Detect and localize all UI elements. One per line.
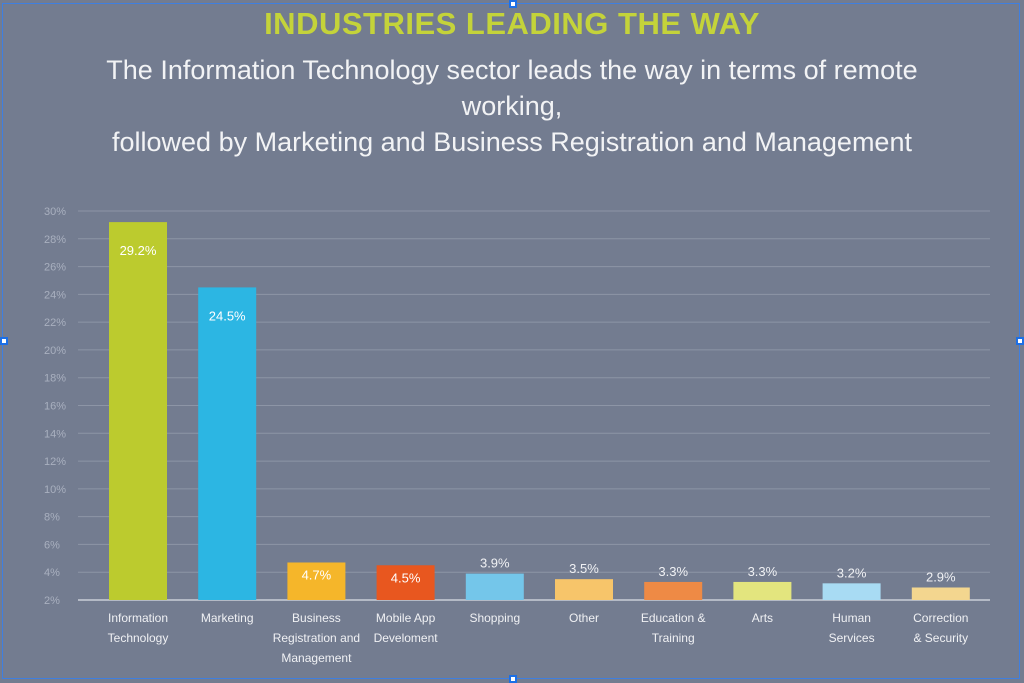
resize-handle-top[interactable]: [509, 0, 517, 8]
bar: [376, 565, 435, 600]
resize-handle-right[interactable]: [1016, 337, 1024, 345]
resize-handle-bottom[interactable]: [509, 675, 517, 683]
y-tick-label: 22%: [44, 317, 66, 329]
y-tick-label: 26%: [44, 262, 66, 274]
bar: [109, 222, 167, 600]
y-tick-label: 10%: [44, 484, 66, 496]
category-label: Business Registration and Management: [273, 611, 360, 665]
bar: [733, 581, 792, 600]
bar: [911, 587, 970, 600]
value-label: 3.9%: [480, 556, 510, 571]
category-label: Mobile App Develoment: [374, 611, 439, 645]
bar: [198, 287, 257, 600]
resize-handle-left[interactable]: [0, 337, 8, 345]
y-tick-label: 14%: [44, 428, 66, 440]
category-label: Education & Training: [641, 611, 706, 645]
category-label: Information Technology: [108, 611, 169, 645]
value-label: 24.5%: [209, 308, 246, 323]
subtitle-line-1: The Information Technology sector leads …: [106, 55, 918, 121]
y-tick-label: 18%: [44, 373, 66, 385]
y-tick-label: 8%: [44, 512, 60, 524]
chart-title: INDUSTRIES LEADING THE WAY: [264, 6, 760, 41]
value-label: 3.3%: [658, 564, 688, 579]
y-tick-label: 24%: [44, 289, 66, 301]
y-tick-label: 4%: [44, 567, 60, 579]
y-tick-label: 16%: [44, 401, 66, 413]
value-label: 3.5%: [569, 561, 599, 576]
bar: [822, 583, 881, 600]
value-label: 3.2%: [837, 565, 867, 580]
category-label: Other: [569, 611, 599, 625]
category-label: Arts: [752, 611, 773, 625]
value-label: 29.2%: [120, 243, 157, 258]
bar: [555, 579, 613, 600]
value-label: 4.5%: [391, 570, 421, 585]
y-tick-label: 6%: [44, 539, 60, 551]
category-label: Shopping: [469, 611, 520, 625]
bar: [644, 581, 703, 600]
category-label: Correction & Security: [913, 611, 968, 645]
subtitle-line-2: followed by Marketing and Business Regis…: [112, 127, 912, 157]
bar: [465, 573, 524, 600]
bar: [287, 562, 346, 600]
y-tick-label: 30%: [44, 206, 66, 218]
y-tick-label: 12%: [44, 456, 66, 468]
category-label: Marketing: [201, 611, 254, 625]
y-tick-label: 20%: [44, 345, 66, 357]
category-label: Human Services: [829, 611, 875, 645]
value-label: 4.7%: [302, 567, 332, 582]
chart-subtitle: The Information Technology sector leads …: [60, 52, 964, 160]
y-tick-label: 28%: [44, 234, 66, 246]
value-label: 3.3%: [748, 564, 778, 579]
y-tick-label: 2%: [44, 595, 60, 607]
value-label: 2.9%: [926, 569, 956, 584]
